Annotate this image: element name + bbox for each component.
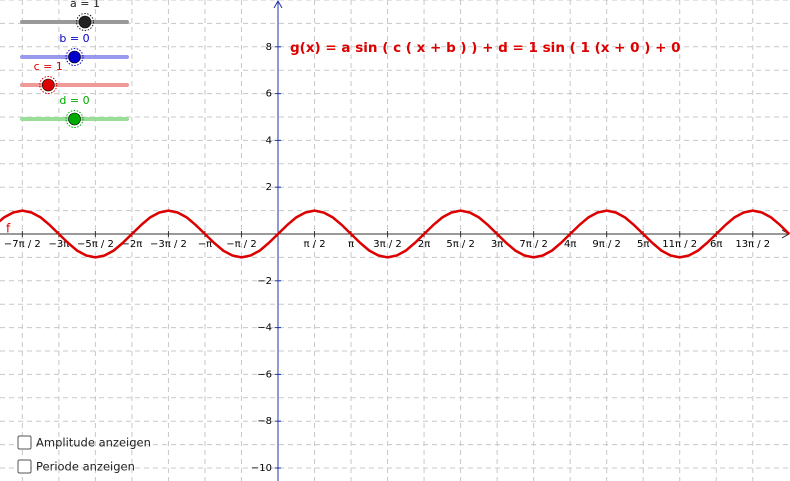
slider-halo [65, 110, 84, 128]
x-tick-label: π [348, 239, 354, 250]
slider-halo [39, 76, 58, 94]
x-tick-label: 9π / 2 [592, 239, 620, 250]
x-tick-label: −5π / 2 [77, 239, 114, 250]
slider-knob[interactable] [68, 112, 81, 126]
y-tick-label: −8 [257, 416, 272, 427]
y-axis-arrow [273, 0, 283, 9]
slider-halo [76, 13, 94, 31]
x-tick-label: 11π / 2 [662, 239, 697, 250]
y-tick-label: 8 [266, 42, 272, 53]
y-tick-label: −10 [251, 463, 272, 474]
x-tick-label: 5π / 2 [446, 239, 474, 250]
function-label: f [6, 221, 11, 235]
y-tick-label: 6 [266, 89, 272, 100]
slider-label: b = 0 [59, 32, 89, 45]
checkbox[interactable] [17, 459, 32, 474]
y-tick-label: −2 [257, 276, 272, 287]
x-tick-label: −3π [48, 239, 69, 250]
x-tick-label: −7π / 2 [4, 239, 41, 250]
slider-halo [65, 48, 84, 66]
formula: g(x) = a sin ( c ( x + b ) ) + d = 1 sin… [290, 40, 681, 56]
x-tick-label: −3π / 2 [150, 239, 187, 250]
y-tick-label: −4 [257, 323, 272, 334]
checkbox-label[interactable]: Periode anzeigen [36, 460, 135, 474]
slider-label: a = 1 [70, 0, 100, 10]
checkbox[interactable] [17, 435, 32, 450]
slider-knob[interactable] [78, 15, 92, 29]
x-tick-label: −π / 2 [226, 239, 257, 250]
x-tick-label: 2π [418, 239, 430, 250]
y-tick-label: 2 [266, 182, 272, 193]
function-curve [0, 209, 790, 259]
slider-label: c = 1 [34, 60, 63, 73]
y-tick-label: −6 [257, 369, 272, 380]
x-tick-label: 5π [637, 239, 649, 250]
x-tick-label: 7π / 2 [519, 239, 547, 250]
x-tick-label: −2π [122, 239, 143, 250]
x-tick-label: π / 2 [303, 239, 325, 250]
x-tick-label: 6π [710, 239, 722, 250]
x-tick-label: 13π / 2 [735, 239, 770, 250]
checkbox-label[interactable]: Amplitude anzeigen [36, 436, 151, 450]
x-tick-label: 3π / 2 [373, 239, 401, 250]
x-tick-label: 4π [564, 239, 576, 250]
slider-label: d = 0 [59, 94, 89, 107]
x-tick-label: 3π [491, 239, 503, 250]
slider-knob[interactable] [68, 50, 81, 64]
x-tick-label: −π [198, 239, 212, 250]
slider-knob[interactable] [41, 78, 55, 92]
y-tick-label: 4 [266, 135, 272, 146]
